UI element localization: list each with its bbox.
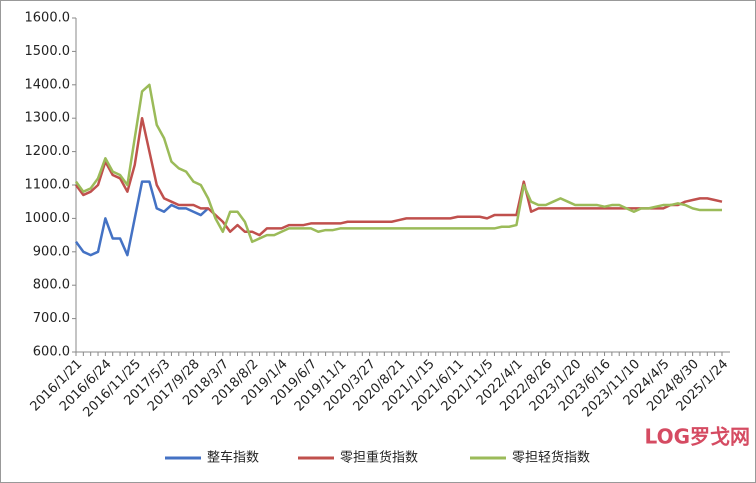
legend-label: 零担轻货指数 [512,450,590,466]
series-line [74,116,723,237]
y-tick-label: 1100.0 [25,178,71,193]
y-tick-label: 1600.0 [25,11,71,26]
y-tick-label: 700.0 [33,311,70,326]
legend-label: 整车指数 [207,450,259,466]
series-line [74,180,209,257]
y-tick-label: 1400.0 [25,77,71,92]
y-tick-label: 600.0 [33,345,70,360]
legend-label: 零担重货指数 [340,450,418,466]
y-tick-label: 900.0 [33,244,70,259]
y-tick-label: 800.0 [33,278,70,293]
y-tick-label: 1500.0 [25,44,71,59]
y-tick-label: 1000.0 [25,211,71,226]
watermark: LOG罗戈网 [645,425,750,449]
y-tick-label: 1300.0 [25,111,71,126]
y-tick-label: 1200.0 [25,144,71,159]
series-line [74,83,722,244]
